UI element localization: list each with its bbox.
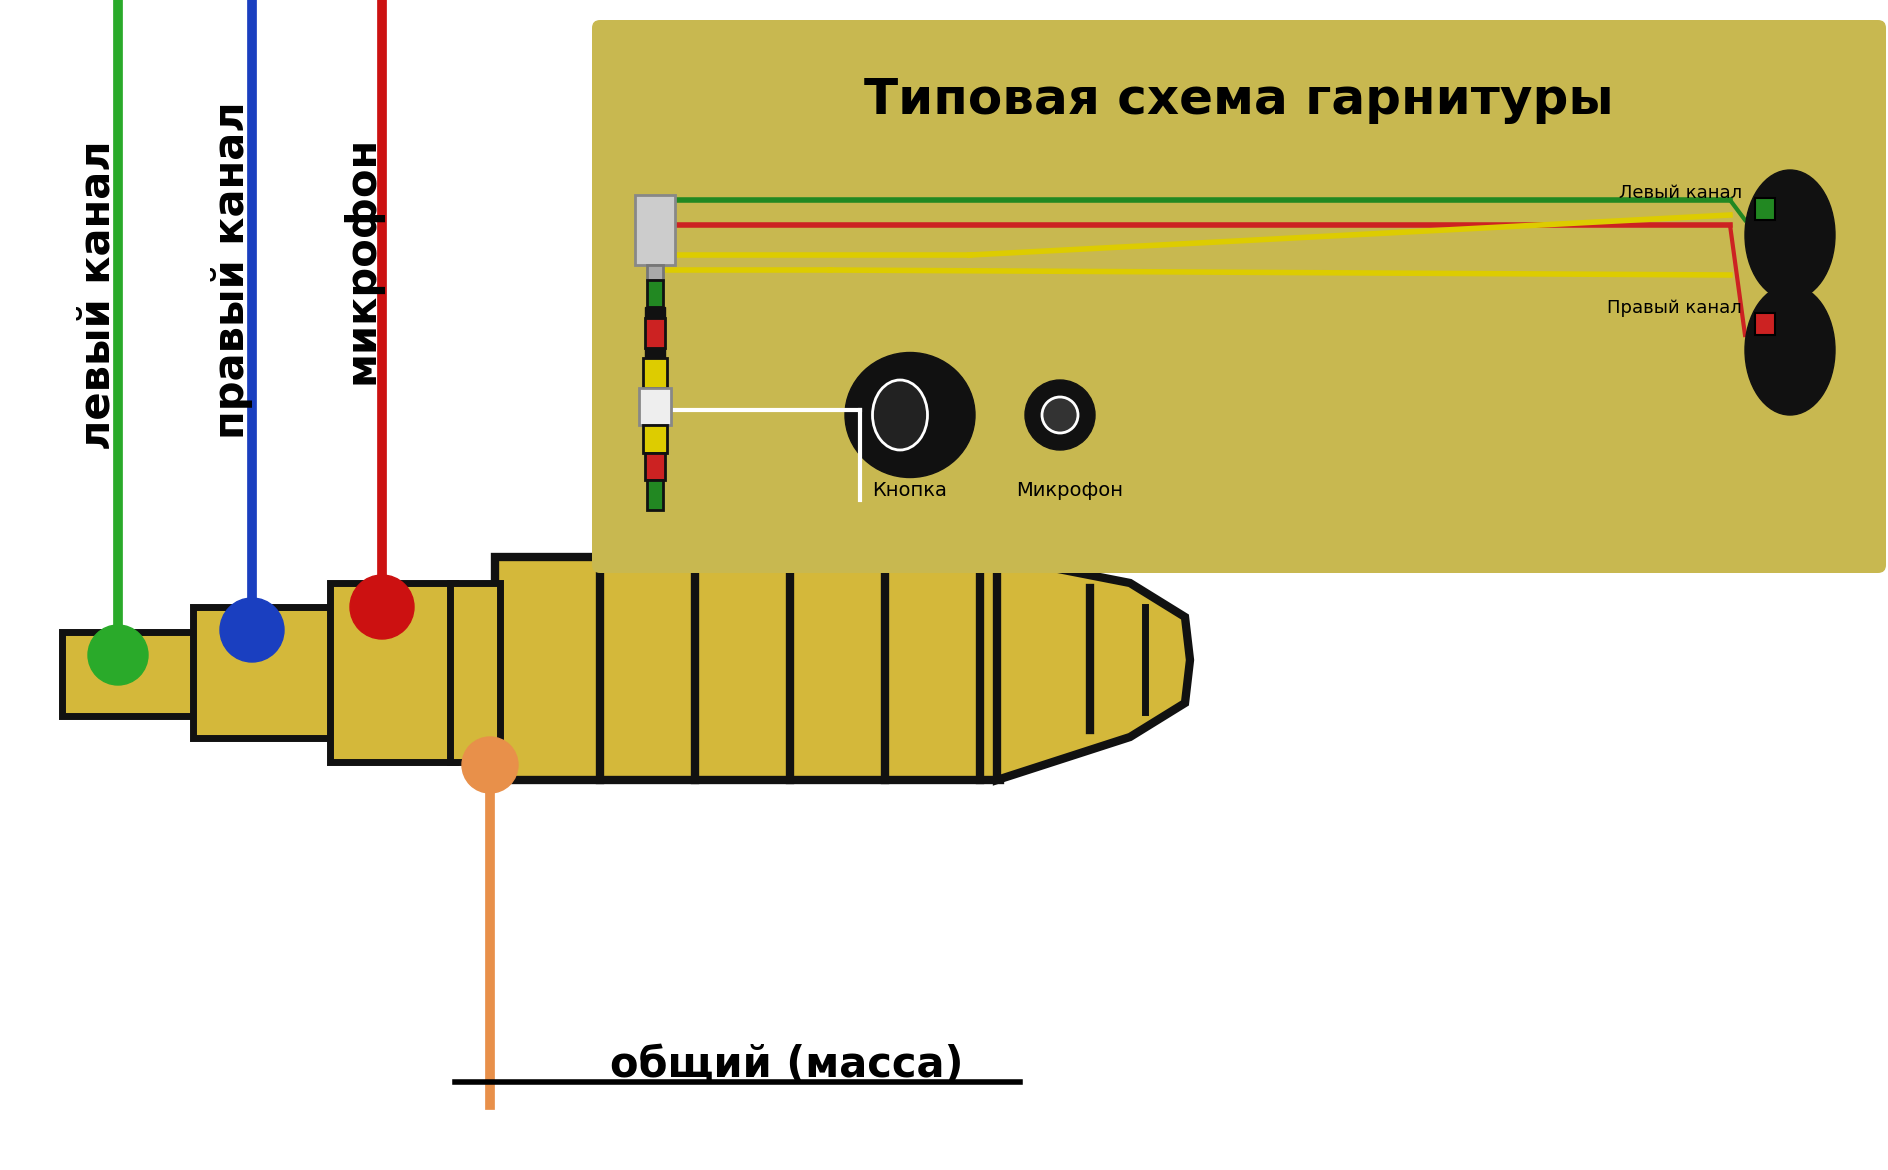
Text: правый канал: правый канал [211, 101, 253, 439]
Circle shape [463, 737, 517, 793]
Bar [62, 632, 198, 716]
Bar [646, 347, 665, 358]
Bar [449, 583, 500, 762]
Polygon shape [997, 557, 1189, 780]
Bar [648, 480, 663, 510]
Text: микрофон: микрофон [342, 136, 383, 384]
Bar [634, 195, 676, 264]
Circle shape [349, 574, 413, 639]
Bar [648, 280, 663, 307]
Bar [330, 583, 455, 762]
Bar [644, 425, 666, 453]
Bar [495, 557, 1001, 780]
Ellipse shape [1745, 285, 1835, 415]
Ellipse shape [1025, 380, 1095, 450]
Ellipse shape [872, 380, 927, 450]
Bar [638, 388, 670, 425]
Bar [646, 318, 665, 347]
Text: Кнопка: Кнопка [872, 481, 948, 500]
Text: Типовая схема гарнитуры: Типовая схема гарнитуры [865, 76, 1614, 124]
Circle shape [89, 625, 147, 684]
Text: Микрофон: Микрофон [1016, 481, 1123, 500]
Text: левый канал: левый канал [77, 140, 119, 449]
Bar [646, 307, 665, 318]
Ellipse shape [1745, 170, 1835, 300]
Bar [646, 453, 665, 480]
Text: общий (масса): общий (масса) [610, 1044, 963, 1086]
Text: Левый канал: Левый канал [1618, 184, 1743, 202]
Bar [1756, 314, 1775, 335]
Text: Правый канал: Правый канал [1607, 300, 1743, 317]
Circle shape [221, 598, 283, 662]
Ellipse shape [846, 352, 974, 477]
Bar [644, 358, 666, 388]
Bar [193, 607, 334, 738]
FancyBboxPatch shape [593, 20, 1886, 573]
Bar [1756, 198, 1775, 220]
Bar [648, 264, 663, 280]
Circle shape [1042, 397, 1078, 433]
